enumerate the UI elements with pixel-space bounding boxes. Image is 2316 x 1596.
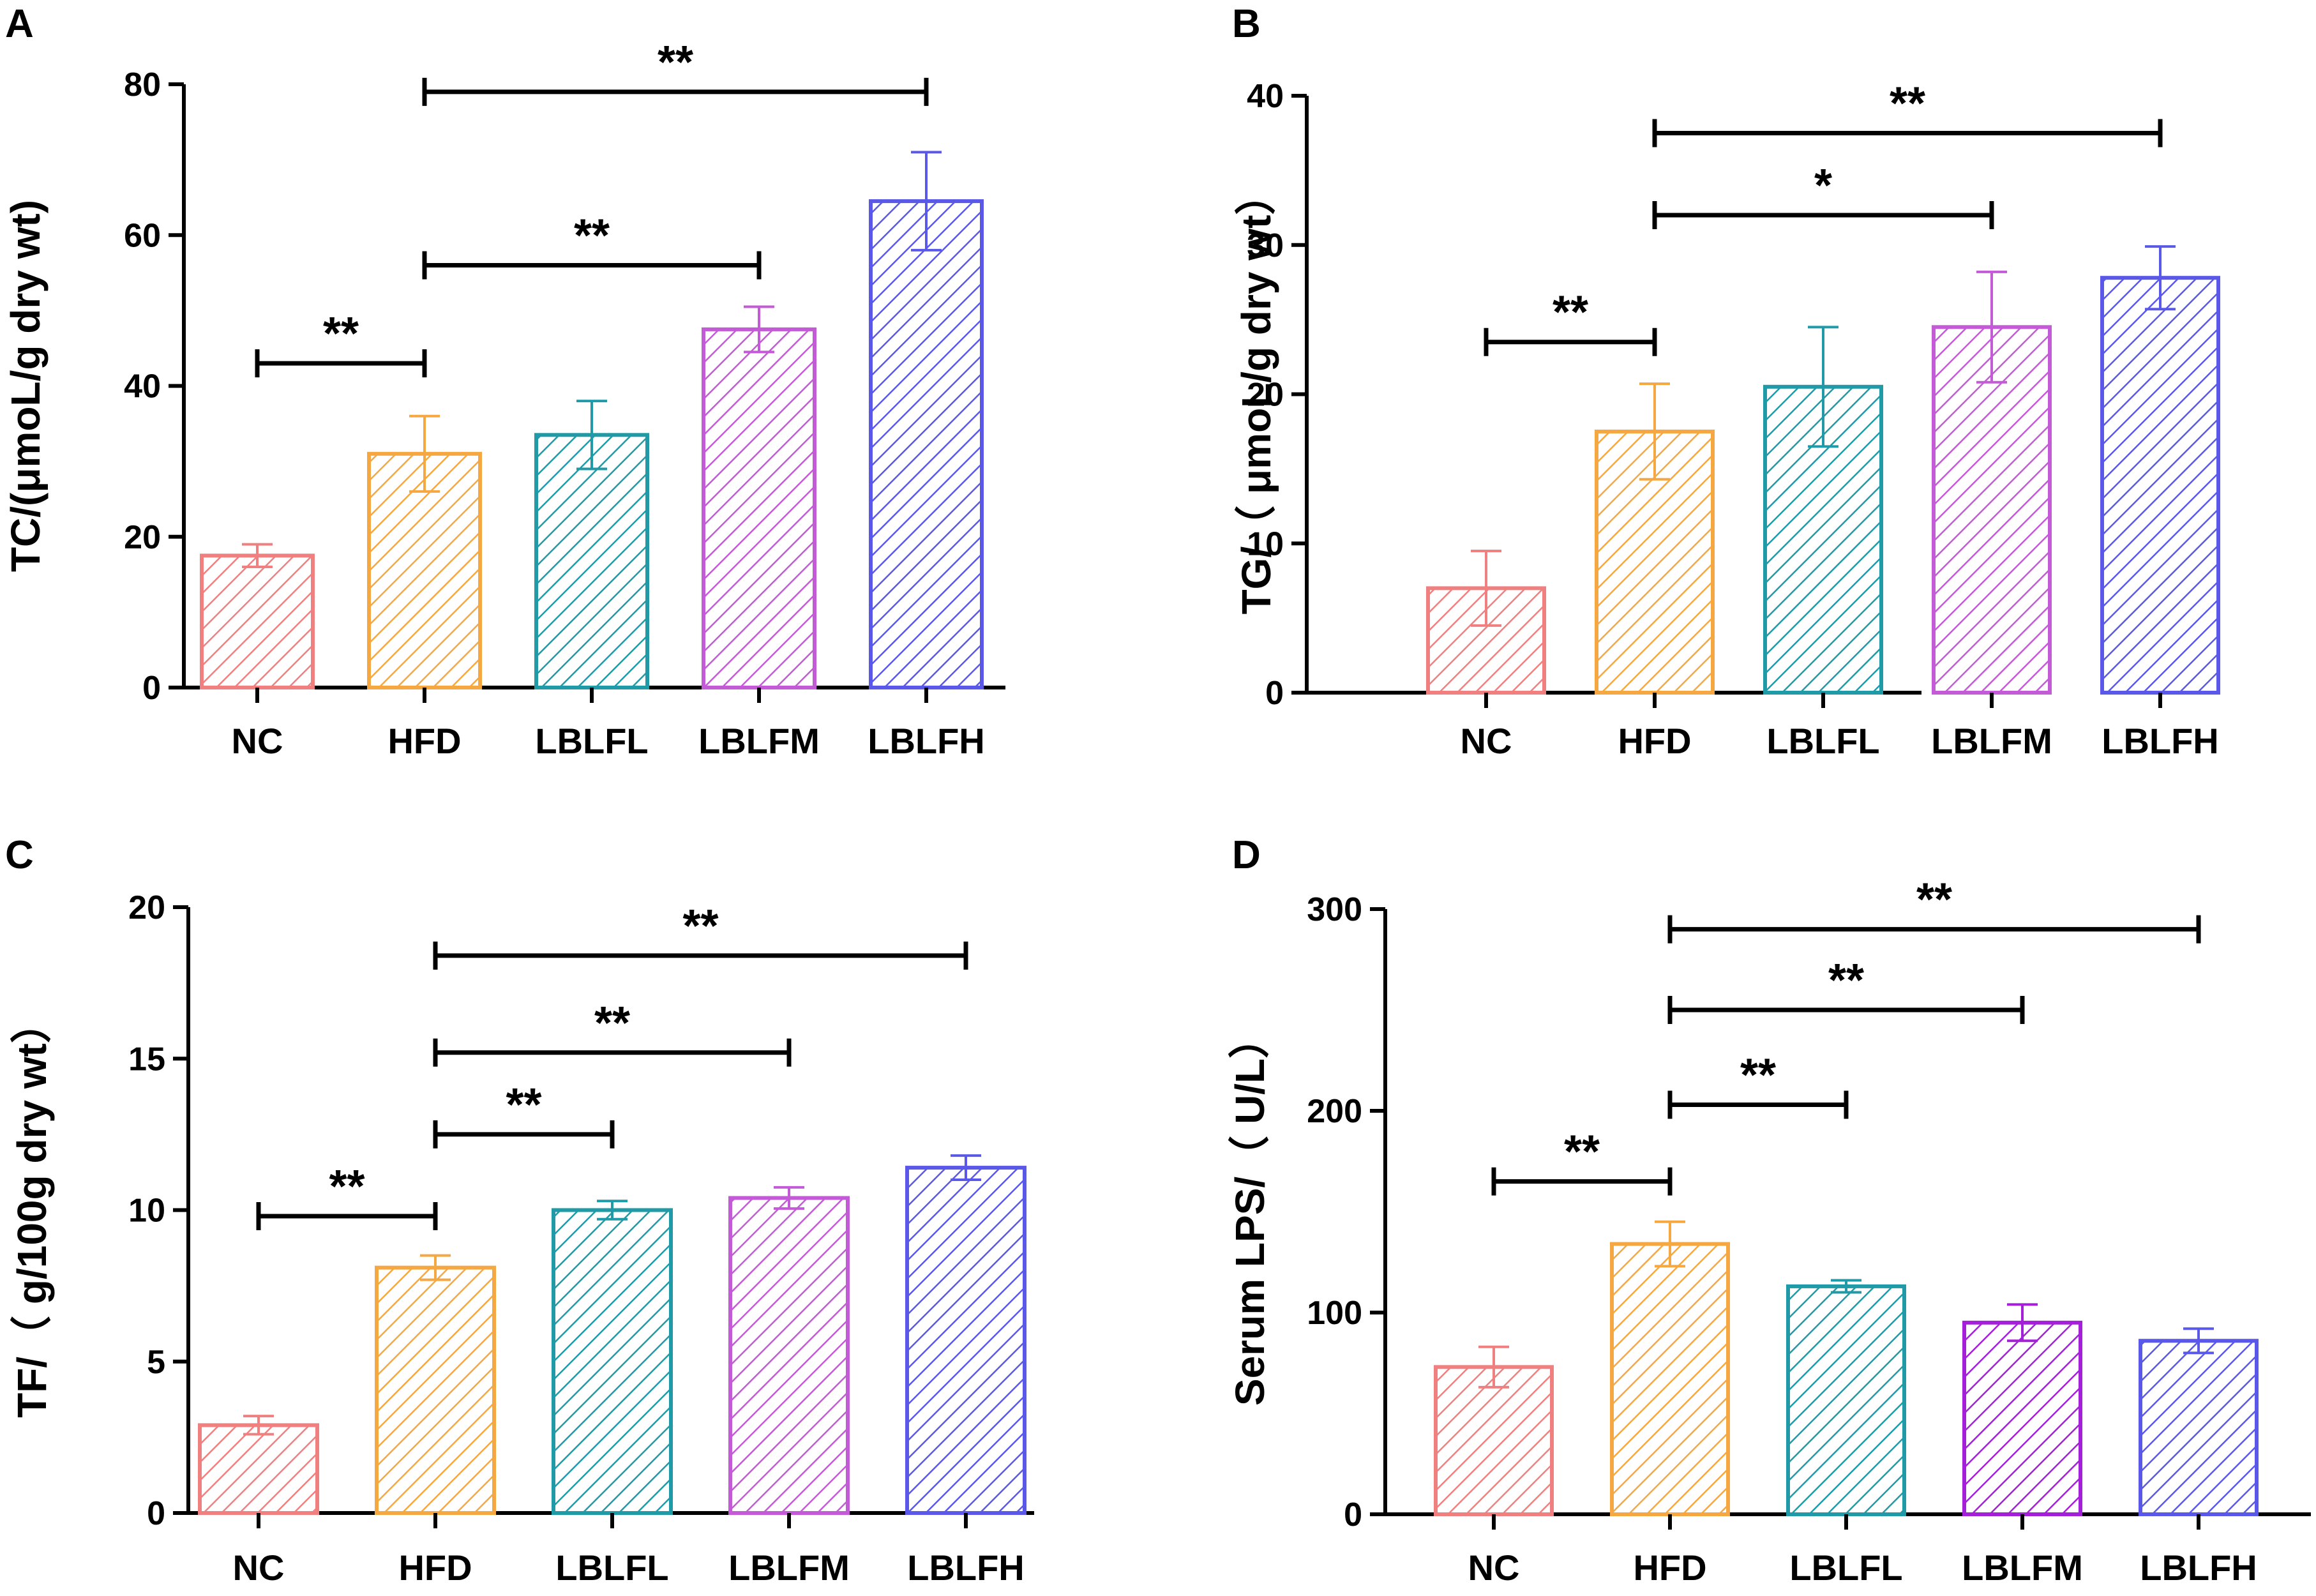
x-tick-label: LBLFL xyxy=(535,721,648,761)
bar-lblfl xyxy=(534,433,649,689)
bar-hfd xyxy=(375,1265,496,1516)
x-tick-label: NC xyxy=(233,1547,285,1588)
significance-label: ** xyxy=(1553,287,1588,338)
y-tick-label: 300 xyxy=(1307,891,1362,928)
y-tick-label: 30 xyxy=(1247,227,1284,264)
x-tick-label: LBLFH xyxy=(2140,1547,2257,1588)
x-tick-label: NC xyxy=(232,721,283,761)
y-tick-label: 20 xyxy=(128,889,165,926)
y-tick-label: 200 xyxy=(1307,1093,1362,1130)
x-tick-label: NC xyxy=(1468,1547,1520,1588)
bar-lblfl xyxy=(552,1208,673,1515)
significance-label: ** xyxy=(574,211,610,262)
y-tick-label: 0 xyxy=(1265,675,1284,712)
y-axis-label: TG/（ μmoL/g dry wt） xyxy=(1233,174,1279,615)
y-tick-label: 40 xyxy=(1247,78,1284,115)
x-tick-label: LBLFH xyxy=(907,1547,1025,1588)
y-tick-label: 80 xyxy=(124,66,161,103)
x-tick-label: HFD xyxy=(398,1547,472,1588)
bar-lblfm xyxy=(1932,325,2052,695)
significance-label: ** xyxy=(506,1080,541,1131)
bar-lblfh xyxy=(2139,1339,2259,1516)
significance-label: ** xyxy=(323,308,359,359)
significance-label: ** xyxy=(594,998,630,1049)
bar-lblfm xyxy=(1962,1320,2082,1517)
significance-label: ** xyxy=(1828,955,1864,1006)
panel-letter: D xyxy=(1232,833,1261,877)
significance-label: ** xyxy=(682,901,718,952)
significance-label: ** xyxy=(329,1161,365,1212)
bar-lblfm xyxy=(728,1196,850,1516)
panel-d: D Serum LPS/（ U/L） 0 100 200 300 NC HFD LBLFL LBL… xyxy=(1227,833,2311,1588)
significance-label: ** xyxy=(1564,1127,1600,1178)
x-tick-label: LBLFL xyxy=(1766,721,1879,761)
significance-label: * xyxy=(1814,160,1832,211)
panel-a: A TC/(μmoL/g dry wt) 0 20 40 60 80 NC HFD LBLFL LB… xyxy=(3,2,1005,761)
y-tick-label: 15 xyxy=(128,1041,165,1078)
bar-lblfh xyxy=(905,1166,1026,1515)
significance-label: ** xyxy=(1740,1050,1776,1101)
bar-nc xyxy=(200,553,315,689)
panel-letter: A xyxy=(5,2,34,46)
x-tick-label: LBLFH xyxy=(2102,721,2219,761)
y-tick-label: 10 xyxy=(128,1193,165,1230)
y-tick-label: 20 xyxy=(1247,377,1284,414)
y-tick-label: 0 xyxy=(147,1495,165,1532)
bar-nc xyxy=(198,1423,319,1516)
x-tick-label: LBLFM xyxy=(728,1547,850,1588)
bar-lblfl xyxy=(1786,1284,1906,1517)
x-tick-label: NC xyxy=(1461,721,1512,761)
y-tick-label: 0 xyxy=(1344,1496,1362,1533)
y-tick-label: 10 xyxy=(1247,525,1284,562)
x-tick-label: HFD xyxy=(1633,1547,1706,1588)
y-axis-label: Serum LPS/（ U/L） xyxy=(1227,1018,1273,1406)
bar-lblfh xyxy=(869,199,984,689)
bar-lblfm xyxy=(702,327,816,689)
significance-label: ** xyxy=(1916,875,1952,926)
x-tick-label: LBLFM xyxy=(1962,1547,2083,1588)
x-tick-label: LBLFM xyxy=(1931,721,2052,761)
x-tick-label: LBLFM xyxy=(698,721,820,761)
significance-label: ** xyxy=(1890,78,1925,129)
y-axis-label: TC/(μmoL/g dry wt) xyxy=(3,200,49,572)
y-axis-label: TF/（ g/100g dry wt） xyxy=(9,1002,55,1418)
x-tick-label: HFD xyxy=(1618,721,1691,761)
y-tick-label: 40 xyxy=(124,368,161,405)
bar-lblfh xyxy=(2100,276,2220,695)
x-tick-label: LBLFL xyxy=(1789,1547,1902,1588)
panel-c: C TF/（ g/100g dry wt） 0 5 10 15 20 NC HFD LBLFL LB… xyxy=(5,833,1034,1588)
panel-b: B TG/（ μmoL/g dry wt） 0 10 20 30 40 NC HFD LBLFL L… xyxy=(1232,2,2220,761)
bar-hfd xyxy=(1610,1242,1730,1517)
significance-label: ** xyxy=(658,37,693,88)
y-tick-label: 0 xyxy=(142,670,161,707)
y-tick-label: 20 xyxy=(124,519,161,556)
panel-letter: B xyxy=(1232,2,1261,46)
y-tick-label: 100 xyxy=(1307,1295,1362,1332)
bar-nc xyxy=(1434,1365,1554,1517)
x-tick-label: LBLFH xyxy=(868,721,985,761)
x-tick-label: HFD xyxy=(387,721,461,761)
x-tick-label: LBLFL xyxy=(555,1547,668,1588)
y-tick-label: 5 xyxy=(147,1344,165,1381)
y-tick-label: 60 xyxy=(124,217,161,254)
panel-letter: C xyxy=(5,833,34,877)
